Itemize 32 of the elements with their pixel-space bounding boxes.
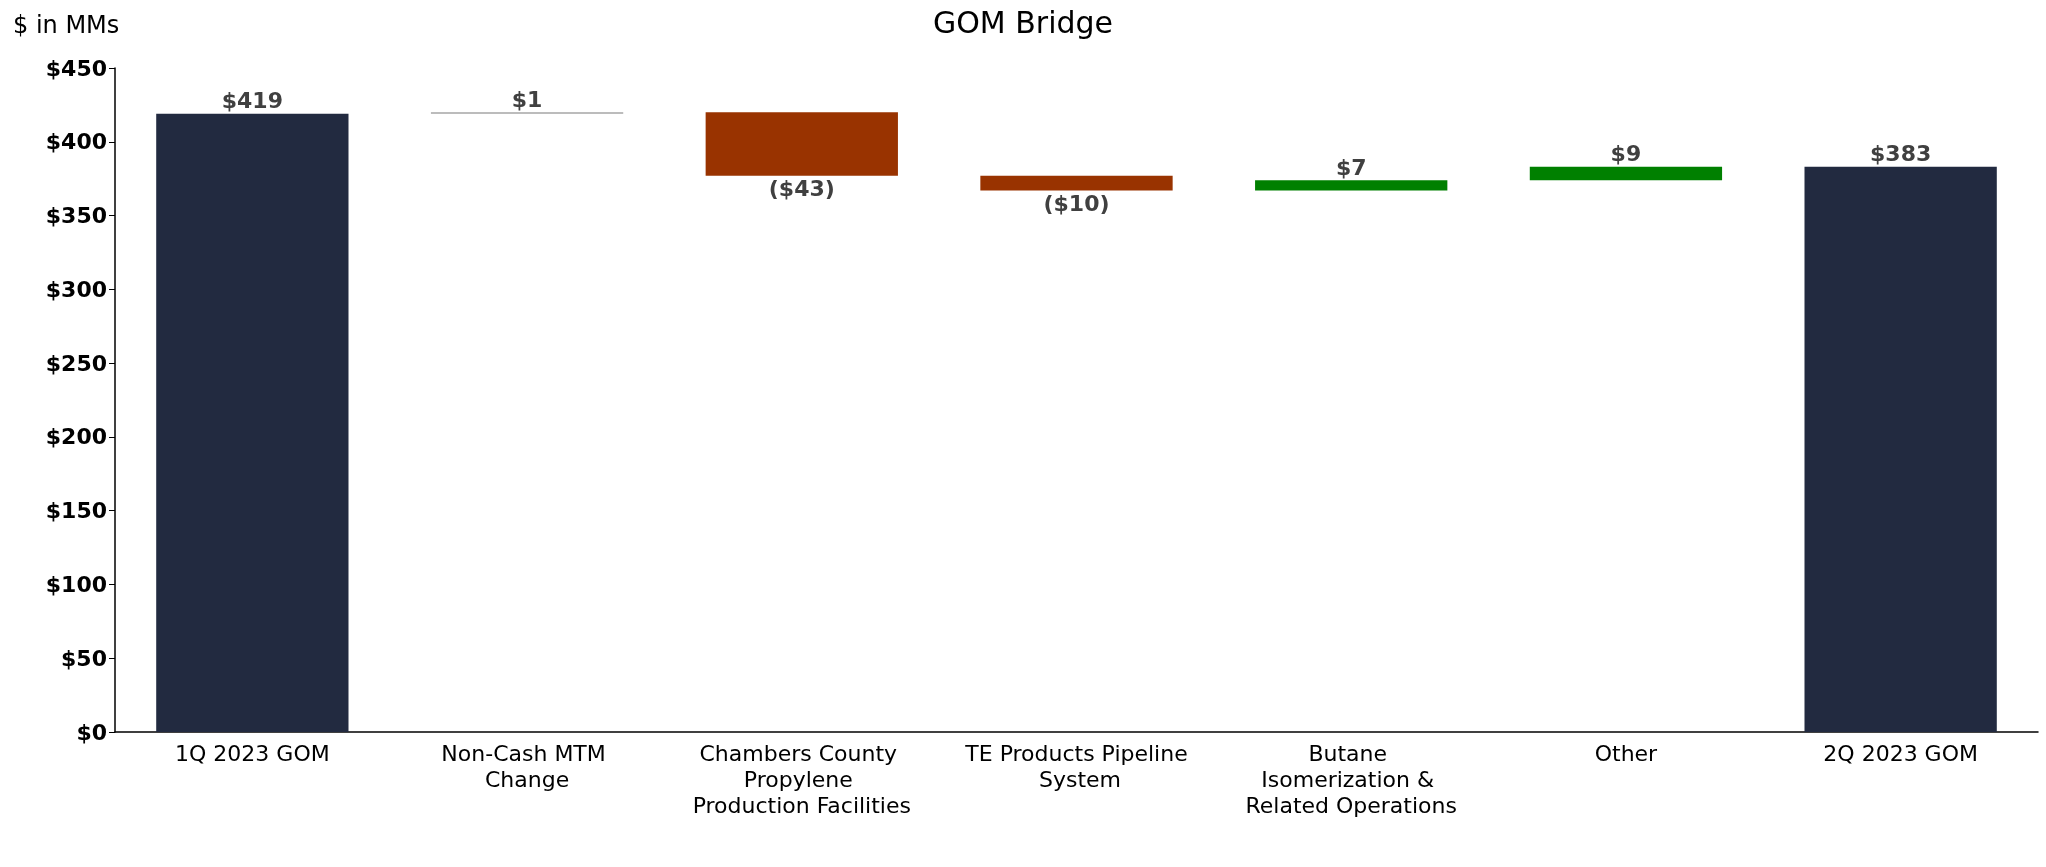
x-tick-label: 1Q 2023 GOM [175,740,330,766]
bar [980,175,1173,191]
y-tick-label: $200 [45,424,107,450]
x-tick-label: 2Q 2023 GOM [1823,740,1978,766]
x-tick-label: Non-Cash MTM Change [441,740,613,792]
y-tick-label: $300 [45,276,107,302]
data-label: $419 [221,88,283,114]
data-label: $7 [1335,154,1367,180]
y-tick-label: $250 [45,350,107,376]
data-label: $383 [1870,141,1932,167]
bar [1529,166,1723,181]
y-tick-label: $50 [61,645,107,671]
x-tick-label: Butane Isomerization & Related Operations [1245,740,1457,818]
data-label: ($43) [768,176,835,202]
y-tick-label: $100 [45,571,107,597]
bar [1255,180,1448,191]
x-tick-label: TE Products Pipeline System [964,740,1188,792]
chart-title: GOM Bridge [932,4,1114,40]
data-label: $9 [1610,141,1642,167]
data-label: ($10) [1043,190,1110,216]
bar [705,112,898,176]
y-tick-label: $450 [45,55,107,81]
x-tick-label: Other [1594,740,1659,766]
y-tick-label: $0 [76,719,107,745]
y-axis-title: $ in MMs [13,11,120,39]
bar [156,113,349,732]
y-tick-label: $150 [45,498,107,524]
bar [1804,166,1997,732]
data-label: $1 [511,86,543,112]
y-tick-label: $400 [45,129,107,155]
x-tick-label: Chambers County Propylene Production Facilities [692,740,911,818]
y-tick-label: $350 [45,203,107,229]
